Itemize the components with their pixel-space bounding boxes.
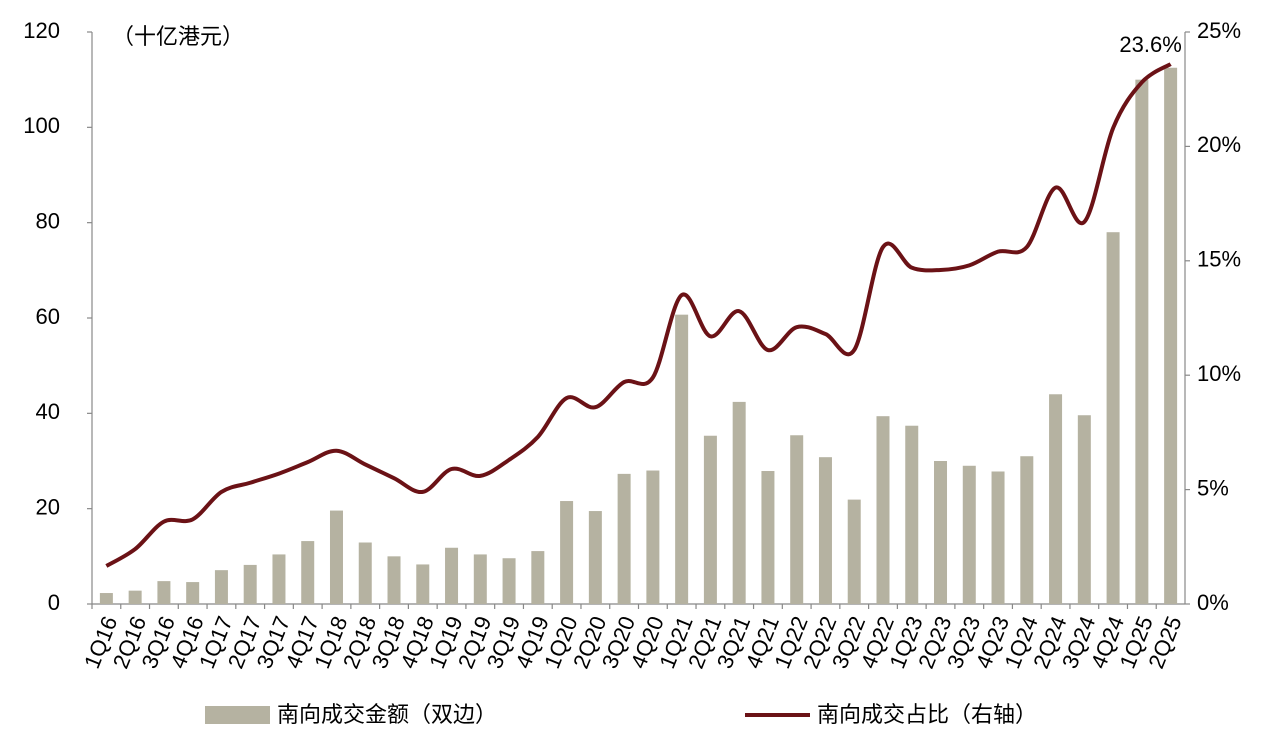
y2-tick-label: 0% [1197, 590, 1229, 615]
bar [473, 554, 487, 604]
y-tick-label: 60 [36, 304, 60, 329]
line [105, 62, 1172, 568]
y-tick-label: 0 [48, 590, 60, 615]
bar [1106, 232, 1120, 604]
legend-label: 南向成交占比（右轴） [817, 702, 1037, 727]
bar [732, 401, 746, 604]
bar [272, 554, 286, 604]
bar [962, 465, 976, 604]
bar [214, 570, 228, 604]
bar [560, 501, 574, 604]
bar [818, 457, 832, 604]
bar [243, 564, 257, 604]
bar [301, 541, 315, 604]
bar [416, 564, 430, 604]
bar [387, 556, 401, 604]
bar [1164, 67, 1178, 604]
bar [445, 547, 459, 604]
bar [790, 435, 804, 604]
y-tick-label: 40 [36, 399, 60, 424]
bar [588, 511, 602, 604]
y2-tick-label: 5% [1197, 475, 1229, 500]
legend-swatch [205, 706, 270, 724]
y-tick-label: 20 [36, 494, 60, 519]
bar [876, 416, 890, 604]
y-tick-label: 100 [23, 113, 60, 138]
data-label: 23.6% [1119, 32, 1181, 57]
y-tick-label: 120 [23, 18, 60, 43]
bar [1077, 415, 1091, 604]
bar [128, 590, 142, 604]
bar [329, 510, 343, 604]
bar [502, 558, 516, 604]
bar [761, 471, 775, 604]
y2-tick-label: 15% [1197, 247, 1241, 272]
y2-tick-label: 10% [1197, 361, 1241, 386]
bar [905, 425, 919, 604]
y2-tick-label: 20% [1197, 132, 1241, 157]
bar [847, 499, 861, 604]
bar [531, 551, 545, 604]
legend-label: 南向成交金额（双边） [277, 702, 497, 727]
unit-label: （十亿港元） [112, 24, 244, 49]
bar [1020, 456, 1034, 604]
bar [157, 581, 171, 604]
bar [675, 314, 689, 604]
y2-tick-label: 25% [1197, 18, 1241, 43]
bar [991, 471, 1005, 604]
bar [99, 593, 113, 604]
bar [1135, 79, 1149, 604]
y-tick-label: 80 [36, 208, 60, 233]
bar [646, 470, 660, 604]
bar [358, 542, 372, 604]
bar [617, 473, 631, 604]
bar [1049, 394, 1063, 604]
bar [186, 582, 200, 604]
bar [703, 435, 717, 604]
bar [934, 461, 948, 604]
